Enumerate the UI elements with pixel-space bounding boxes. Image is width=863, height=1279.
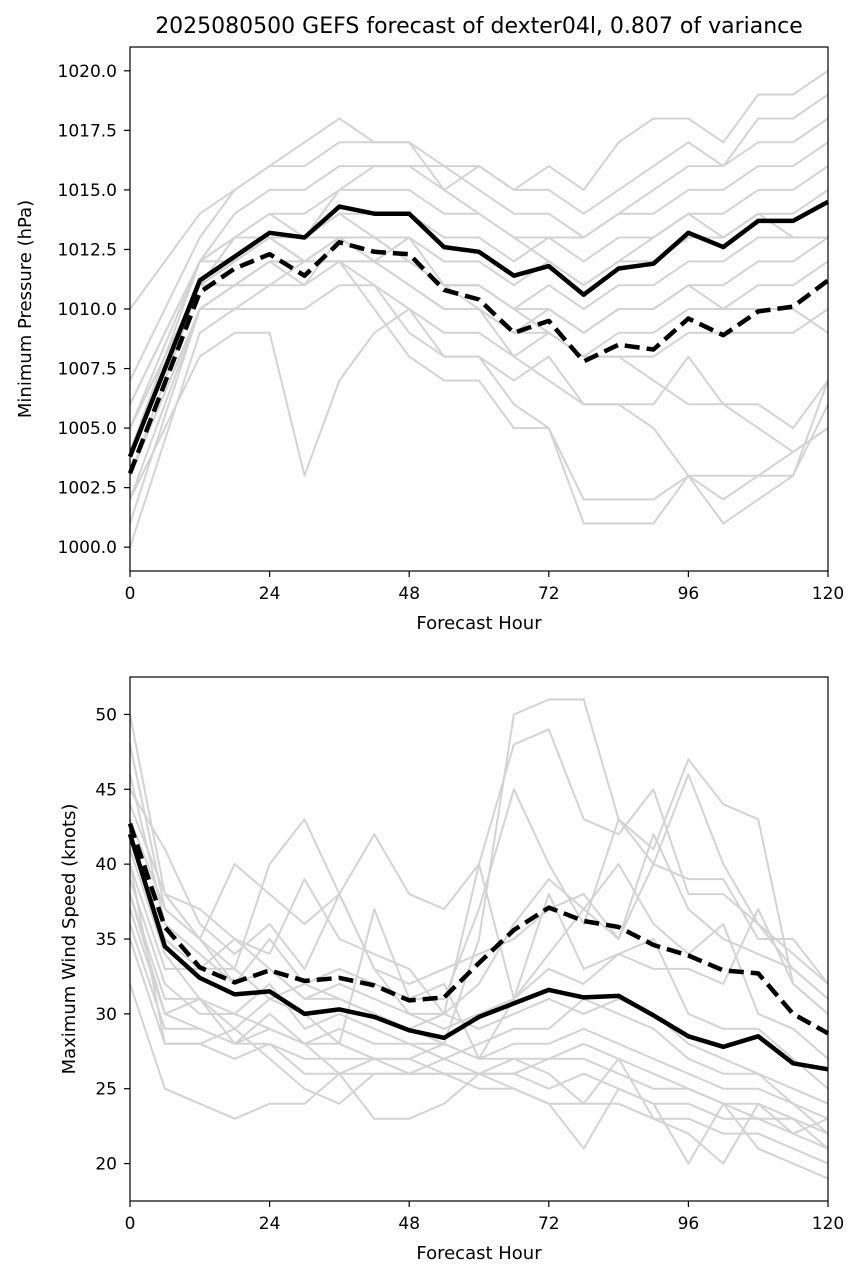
- wind-x-tick-label: 48: [398, 1214, 420, 1234]
- pressure-member-line-13: [129, 260, 829, 525]
- wind-dashed-line: [127, 822, 830, 1036]
- pressure-plot-lines: [127, 69, 830, 548]
- pressure-member-line-16: [129, 212, 829, 453]
- pressure-member-line-2: [129, 117, 829, 405]
- wind-y-tick-label: 30: [95, 1005, 117, 1025]
- wind-x-axis-label: Forecast Hour: [416, 1243, 542, 1264]
- wind-member-line-9: [129, 878, 829, 1120]
- pressure-member-line-9: [129, 165, 828, 429]
- pressure-x-tick-label: 120: [812, 584, 844, 604]
- wind-plot-lines: [127, 698, 830, 1180]
- pressure-x-tick-label: 0: [125, 584, 136, 604]
- wind-member-line-15: [129, 863, 829, 1165]
- pressure-member-line-15: [129, 236, 829, 477]
- wind-ticks: 0 24 48 72 96 120 20 25 30 35 40 45 50: [95, 705, 844, 1234]
- wind-solid-line: [127, 833, 829, 1072]
- wind-y-tick-label: 25: [95, 1080, 117, 1100]
- wind-y-tick-label: 35: [95, 930, 117, 950]
- pressure-member-line-11: [129, 236, 829, 477]
- pressure-x-tick-label: 72: [538, 584, 560, 604]
- wind-member-line-2: [129, 758, 829, 1015]
- pressure-y-tick-label: 1020.0: [58, 62, 117, 82]
- wind-member-line-6: [129, 818, 829, 1060]
- wind-x-tick-label: 0: [125, 1214, 136, 1234]
- pressure-y-tick-label: 1007.5: [58, 360, 117, 380]
- wind-x-tick-label: 24: [259, 1214, 281, 1234]
- pressure-y-tick-label: 1017.5: [58, 121, 117, 141]
- pressure-x-axis-label: Forecast Hour: [416, 613, 542, 634]
- pressure-x-tick-label: 48: [398, 584, 420, 604]
- pressure-member-line-12: [129, 308, 829, 500]
- wind-x-tick-label: 72: [538, 1214, 560, 1234]
- figure-title: 2025080500 GEFS forecast of dexter04l, 0…: [155, 14, 803, 39]
- pressure-member-line-14: [129, 260, 829, 501]
- pressure-member-line-8: [129, 260, 829, 548]
- wind-y-tick-label: 50: [95, 705, 117, 725]
- pressure-y-tick-label: 1010.0: [58, 300, 117, 320]
- wind-y-tick-label: 45: [95, 780, 117, 800]
- pressure-x-tick-label: 96: [678, 584, 700, 604]
- wind-member-line-5: [129, 818, 829, 1015]
- wind-member-line-4: [129, 803, 829, 1015]
- wind-x-tick-label: 120: [812, 1214, 844, 1234]
- wind-member-line-16: [129, 893, 829, 1165]
- pressure-solid-line: [127, 199, 830, 458]
- pressure-y-tick-label: 1012.5: [58, 240, 117, 260]
- wind-y-tick-label: 40: [95, 855, 117, 875]
- wind-x-tick-label: 96: [678, 1214, 700, 1234]
- pressure-y-tick-label: 1015.0: [58, 181, 117, 201]
- pressure-x-tick-label: 24: [259, 584, 281, 604]
- pressure-panel: 0 24 48 72 96 120 1000.0 1002.5 1005.0 1007.5 1010…: [15, 46, 845, 634]
- pressure-y-axis-label: Minimum Pressure (hPa): [15, 200, 36, 418]
- pressure-y-tick-label: 1005.0: [58, 419, 117, 439]
- wind-y-tick-label: 20: [95, 1155, 117, 1175]
- pressure-y-tick-label: 1000.0: [58, 538, 117, 558]
- wind-panel: 0 24 48 72 96 120 20 25 30 35 40 45 50 Forecast Hour…: [59, 676, 844, 1264]
- wind-member-line-8: [129, 863, 829, 1105]
- pressure-member-line-1: [129, 93, 829, 381]
- wind-y-axis-label: Maximum Wind Speed (knots): [59, 804, 80, 1075]
- pressure-y-tick-label: 1002.5: [58, 479, 117, 499]
- pressure-ticks: 0 24 48 72 96 120 1000.0 1002.5 1005.0 1007.5 1010…: [58, 62, 845, 604]
